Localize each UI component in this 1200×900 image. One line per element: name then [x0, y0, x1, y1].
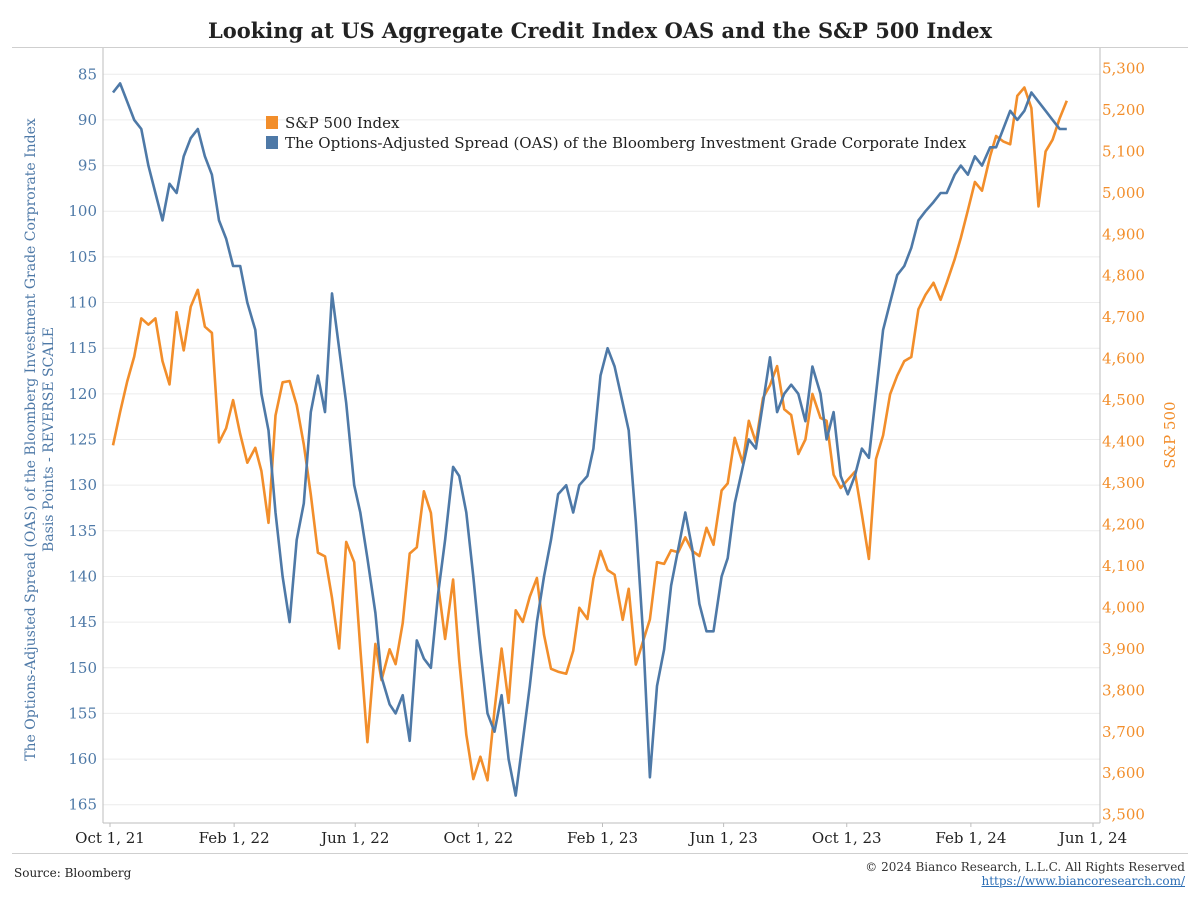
legend-label-sp500: S&P 500 Index — [285, 114, 400, 132]
right-tick-label: 4,100 — [1102, 557, 1145, 575]
x-tick-label: Feb 1, 23 — [567, 829, 638, 847]
x-tick-label: Jun 1, 24 — [1057, 829, 1127, 847]
gridlines — [103, 73, 1100, 806]
source-note: Source: Bloomberg — [14, 866, 132, 880]
right-tick-label: 3,500 — [1102, 806, 1145, 824]
left-tick-label: 145 — [68, 613, 97, 631]
copyright-note: © 2024 Bianco Research, L.L.C. All Right… — [865, 860, 1185, 874]
right-tick-label: 5,300 — [1102, 59, 1145, 77]
x-tick-label: Jun 1, 23 — [687, 829, 757, 847]
chart-title: Looking at US Aggregate Credit Index OAS… — [207, 18, 993, 43]
oas-series-line — [111, 82, 1067, 797]
right-tick-label: 5,000 — [1102, 184, 1145, 202]
left-tick-label: 135 — [68, 522, 97, 540]
legend-swatch-oas — [266, 136, 278, 149]
left-tick-label: 150 — [68, 659, 97, 677]
x-tick-label: Oct 1, 21 — [75, 829, 145, 847]
left-tick-label: 160 — [68, 750, 97, 768]
left-tick-label: 115 — [68, 339, 97, 357]
left-tick-label: 130 — [68, 476, 97, 494]
left-axis-title-line1: The Options-Adjusted Spread (OAS) of the… — [23, 118, 39, 761]
right-tick-label: 5,100 — [1102, 142, 1145, 160]
left-tick-label: 95 — [78, 157, 97, 175]
right-tick-label: 3,800 — [1102, 681, 1145, 699]
right-tick-label: 4,200 — [1102, 515, 1145, 533]
right-tick-label: 4,900 — [1102, 225, 1145, 243]
left-tick-label: 85 — [78, 65, 97, 83]
right-tick-label: 4,500 — [1102, 391, 1145, 409]
left-tick-label: 120 — [68, 385, 97, 403]
left-tick-label: 125 — [68, 431, 97, 449]
right-tick-label: 3,900 — [1102, 640, 1145, 658]
left-axis-title-line2: Basis Points - REVERSE SCALE — [41, 327, 57, 552]
legend: S&P 500 Index The Options-Adjusted Spread… — [266, 114, 967, 152]
left-tick-label: 105 — [68, 248, 97, 266]
right-tick-label: 4,700 — [1102, 308, 1145, 326]
x-tick-label: Feb 1, 22 — [199, 829, 270, 847]
right-tick-label: 3,700 — [1102, 723, 1145, 741]
right-axis-title: S&P 500 — [1161, 401, 1179, 468]
sp500-series-line — [111, 86, 1069, 782]
legend-label-oas: The Options-Adjusted Spread (OAS) of the… — [285, 134, 967, 152]
x-tick-label: Oct 1, 22 — [444, 829, 514, 847]
left-tick-label: 90 — [78, 111, 97, 129]
legend-swatch-sp500 — [266, 116, 278, 129]
x-tick-label: Feb 1, 24 — [935, 829, 1006, 847]
right-tick-label: 5,200 — [1102, 101, 1145, 119]
footer-divider — [12, 853, 1188, 854]
x-tick-label: Jun 1, 22 — [319, 829, 389, 847]
right-tick-label: 4,000 — [1102, 598, 1145, 616]
right-tick-label: 4,600 — [1102, 350, 1145, 368]
title-divider — [12, 47, 1188, 48]
website-link[interactable]: https://www.biancoresearch.com/ — [981, 874, 1185, 888]
right-tick-label: 3,600 — [1102, 764, 1145, 782]
left-tick-label: 110 — [68, 294, 97, 312]
right-tick-label: 4,400 — [1102, 433, 1145, 451]
left-tick-label: 155 — [68, 704, 97, 722]
left-tick-label: 140 — [68, 567, 97, 585]
x-tick-label: Oct 1, 23 — [812, 829, 882, 847]
left-tick-label: 165 — [68, 796, 97, 814]
right-tick-label: 4,800 — [1102, 267, 1145, 285]
left-tick-label: 100 — [68, 202, 97, 220]
right-tick-label: 4,300 — [1102, 474, 1145, 492]
